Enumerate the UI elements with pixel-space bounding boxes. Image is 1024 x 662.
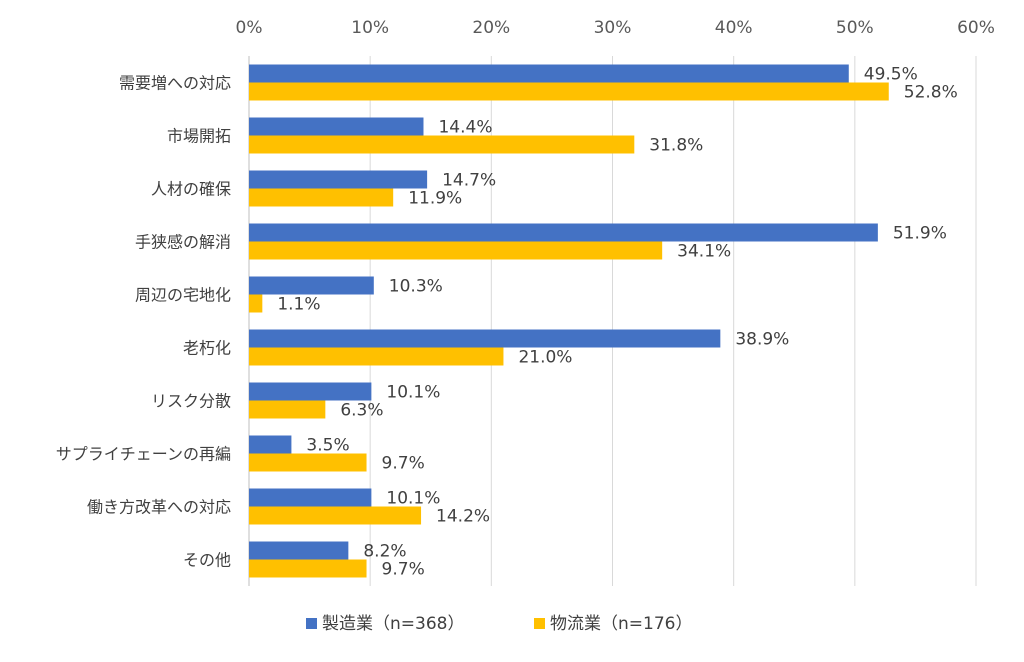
data-label: 10.1% xyxy=(386,383,440,403)
data-label: 21.0% xyxy=(518,348,572,368)
data-label: 49.5% xyxy=(864,65,918,85)
data-label: 8.2% xyxy=(363,542,406,562)
bar-logistics xyxy=(249,453,367,472)
data-label: 14.7% xyxy=(442,171,496,191)
bar-manufacturing xyxy=(249,329,721,348)
bar-manufacturing xyxy=(249,223,878,242)
category-label: 働き方改革への対応 xyxy=(87,498,231,517)
legend-swatch xyxy=(534,618,545,629)
bar-manufacturing xyxy=(249,276,374,295)
bar-logistics xyxy=(249,294,263,313)
x-tick-label: 40% xyxy=(715,18,753,38)
data-label: 3.5% xyxy=(306,436,349,456)
data-label: 38.9% xyxy=(735,330,789,350)
x-tick-label: 0% xyxy=(236,18,263,38)
category-label: その他 xyxy=(183,551,231,570)
legend-label: 物流業（n=176） xyxy=(550,614,692,634)
data-label: 10.1% xyxy=(386,489,440,509)
bar-logistics xyxy=(249,82,889,101)
data-label: 10.3% xyxy=(389,277,443,297)
data-labels: 49.5%52.8% 14.4% 31.8% 14.7%11.9% 51.9% 34.1%… xyxy=(277,65,957,580)
x-tick-label: 50% xyxy=(836,18,874,38)
category-label: 老朽化 xyxy=(183,339,231,358)
bar-logistics xyxy=(249,241,663,260)
bar-manufacturing xyxy=(249,64,849,83)
data-label: 31.8% xyxy=(649,136,703,156)
bar-manufacturing xyxy=(249,117,424,136)
x-tick-label: 20% xyxy=(472,18,510,38)
data-label: 14.2% xyxy=(436,507,490,527)
bar-manufacturing xyxy=(249,170,428,189)
bar-logistics xyxy=(249,135,635,154)
category-label: 手狭感の解消 xyxy=(135,233,231,252)
bar-logistics xyxy=(249,506,422,525)
x-tick-label: 10% xyxy=(351,18,389,38)
bars xyxy=(249,64,889,578)
data-label: 52.8% xyxy=(904,83,958,103)
bar-logistics xyxy=(249,400,326,419)
legend-swatch xyxy=(306,618,317,629)
bar-manufacturing xyxy=(249,435,292,454)
data-label: 11.9% xyxy=(408,189,462,209)
legend-label: 製造業（n=368） xyxy=(322,614,464,634)
bar-manufacturing xyxy=(249,488,372,507)
data-label: 34.1% xyxy=(677,242,731,262)
category-labels: 需要増への対応市場開拓人材の確保手狭感の解消周辺の宅地化老朽化リスク分散サプライ… xyxy=(56,74,231,570)
data-label: 14.4% xyxy=(438,118,492,138)
category-label: 需要増への対応 xyxy=(119,74,231,93)
bar-manufacturing xyxy=(249,382,372,401)
data-label: 51.9% xyxy=(893,224,947,244)
data-label: 9.7% xyxy=(382,560,425,580)
bar-logistics xyxy=(249,559,367,578)
data-label: 6.3% xyxy=(340,401,383,421)
bar-manufacturing xyxy=(249,541,349,560)
category-label: 市場開拓 xyxy=(167,127,231,146)
x-tick-label: 30% xyxy=(594,18,632,38)
bar-logistics xyxy=(249,347,504,366)
data-label: 9.7% xyxy=(382,454,425,474)
category-label: 人材の確保 xyxy=(151,180,231,199)
category-label: リスク分散 xyxy=(151,392,231,411)
category-label: サプライチェーンの再編 xyxy=(56,445,231,464)
x-tick-label: 60% xyxy=(957,18,995,38)
data-label: 1.1% xyxy=(277,295,320,315)
bar-logistics xyxy=(249,188,394,207)
legend: 製造業（n=368） 物流業（n=176） xyxy=(306,614,692,634)
category-label: 周辺の宅地化 xyxy=(135,286,231,305)
x-axis-ticks: 0% 10% 20% 30% 40% 50% 60% xyxy=(236,18,995,38)
